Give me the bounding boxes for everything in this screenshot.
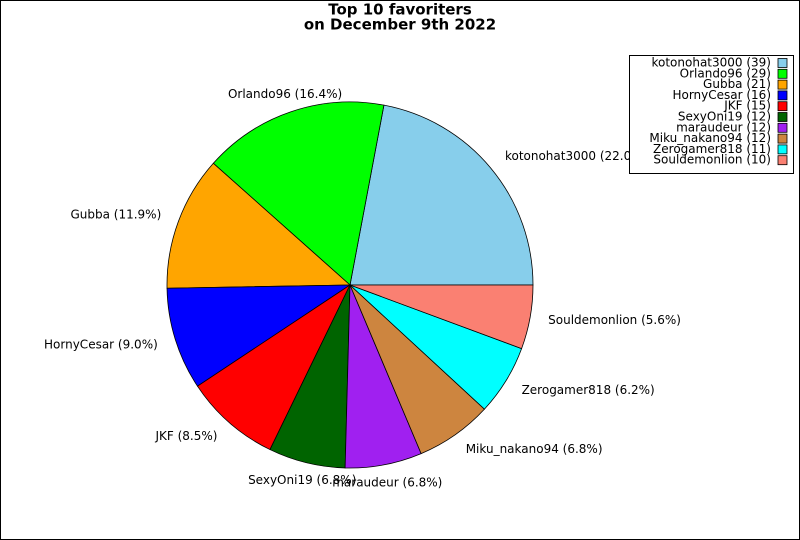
pie-slice [196, 283, 352, 451]
pie-slice [166, 162, 352, 289]
slice-label: Souldemonlion (5.6%) [548, 313, 681, 327]
legend-box [629, 55, 794, 174]
legend-swatch [777, 90, 788, 101]
slice-label: Miku_nakano94 (6.8%) [466, 442, 603, 456]
slice-label: kotonohat3000 (22.0%) [505, 149, 647, 163]
legend-swatch [777, 112, 788, 122]
pie-slice [349, 284, 534, 350]
pie-slice [349, 104, 534, 286]
pie-slice [166, 284, 352, 387]
pie-slice [212, 101, 385, 286]
legend-label: Orlando96 (29) [680, 66, 771, 80]
legend-label: SexyOni19 (12) [678, 110, 771, 124]
legend-swatch [777, 58, 788, 68]
slice-label: Gubba (11.9%) [70, 208, 161, 222]
legend-swatch [777, 122, 788, 133]
legend-label: Souldemonlion (10) [653, 153, 771, 167]
slice-label: maraudeur (6.8%) [332, 475, 442, 489]
legend-swatch [777, 144, 788, 155]
legend-label: kotonohat3000 (39) [651, 56, 771, 70]
legend-label: Zerogamer818 (11) [653, 142, 771, 156]
legend-label: JKF (15) [723, 99, 771, 113]
slice-label: SexyOni19 (6.8%) [248, 473, 356, 487]
slice-label: Zerogamer818 (6.2%) [522, 383, 655, 397]
slice-label: HornyCesar (9.0%) [44, 337, 158, 351]
legend-label: HornyCesar (16) [672, 88, 771, 102]
legend: kotonohat3000 (39)Orlando96 (29)Gubba (2… [629, 55, 794, 174]
legend-swatch [777, 101, 788, 112]
legend-swatch [777, 79, 788, 90]
legend-label: Gubba (21) [703, 77, 771, 91]
legend-swatch [777, 155, 788, 166]
slice-label: Orlando96 (16.4%) [228, 87, 342, 101]
chart-title: Top 10 favoriters [328, 1, 472, 19]
legend-label: maraudeur (12) [676, 120, 771, 134]
legend-swatch [777, 133, 788, 144]
legend-swatch [777, 68, 788, 79]
chart-title: on December 9th 2022 [304, 16, 496, 34]
legend-label: Miku_nakano94 (12) [649, 131, 771, 145]
slice-label: JKF (8.5%) [154, 429, 217, 443]
